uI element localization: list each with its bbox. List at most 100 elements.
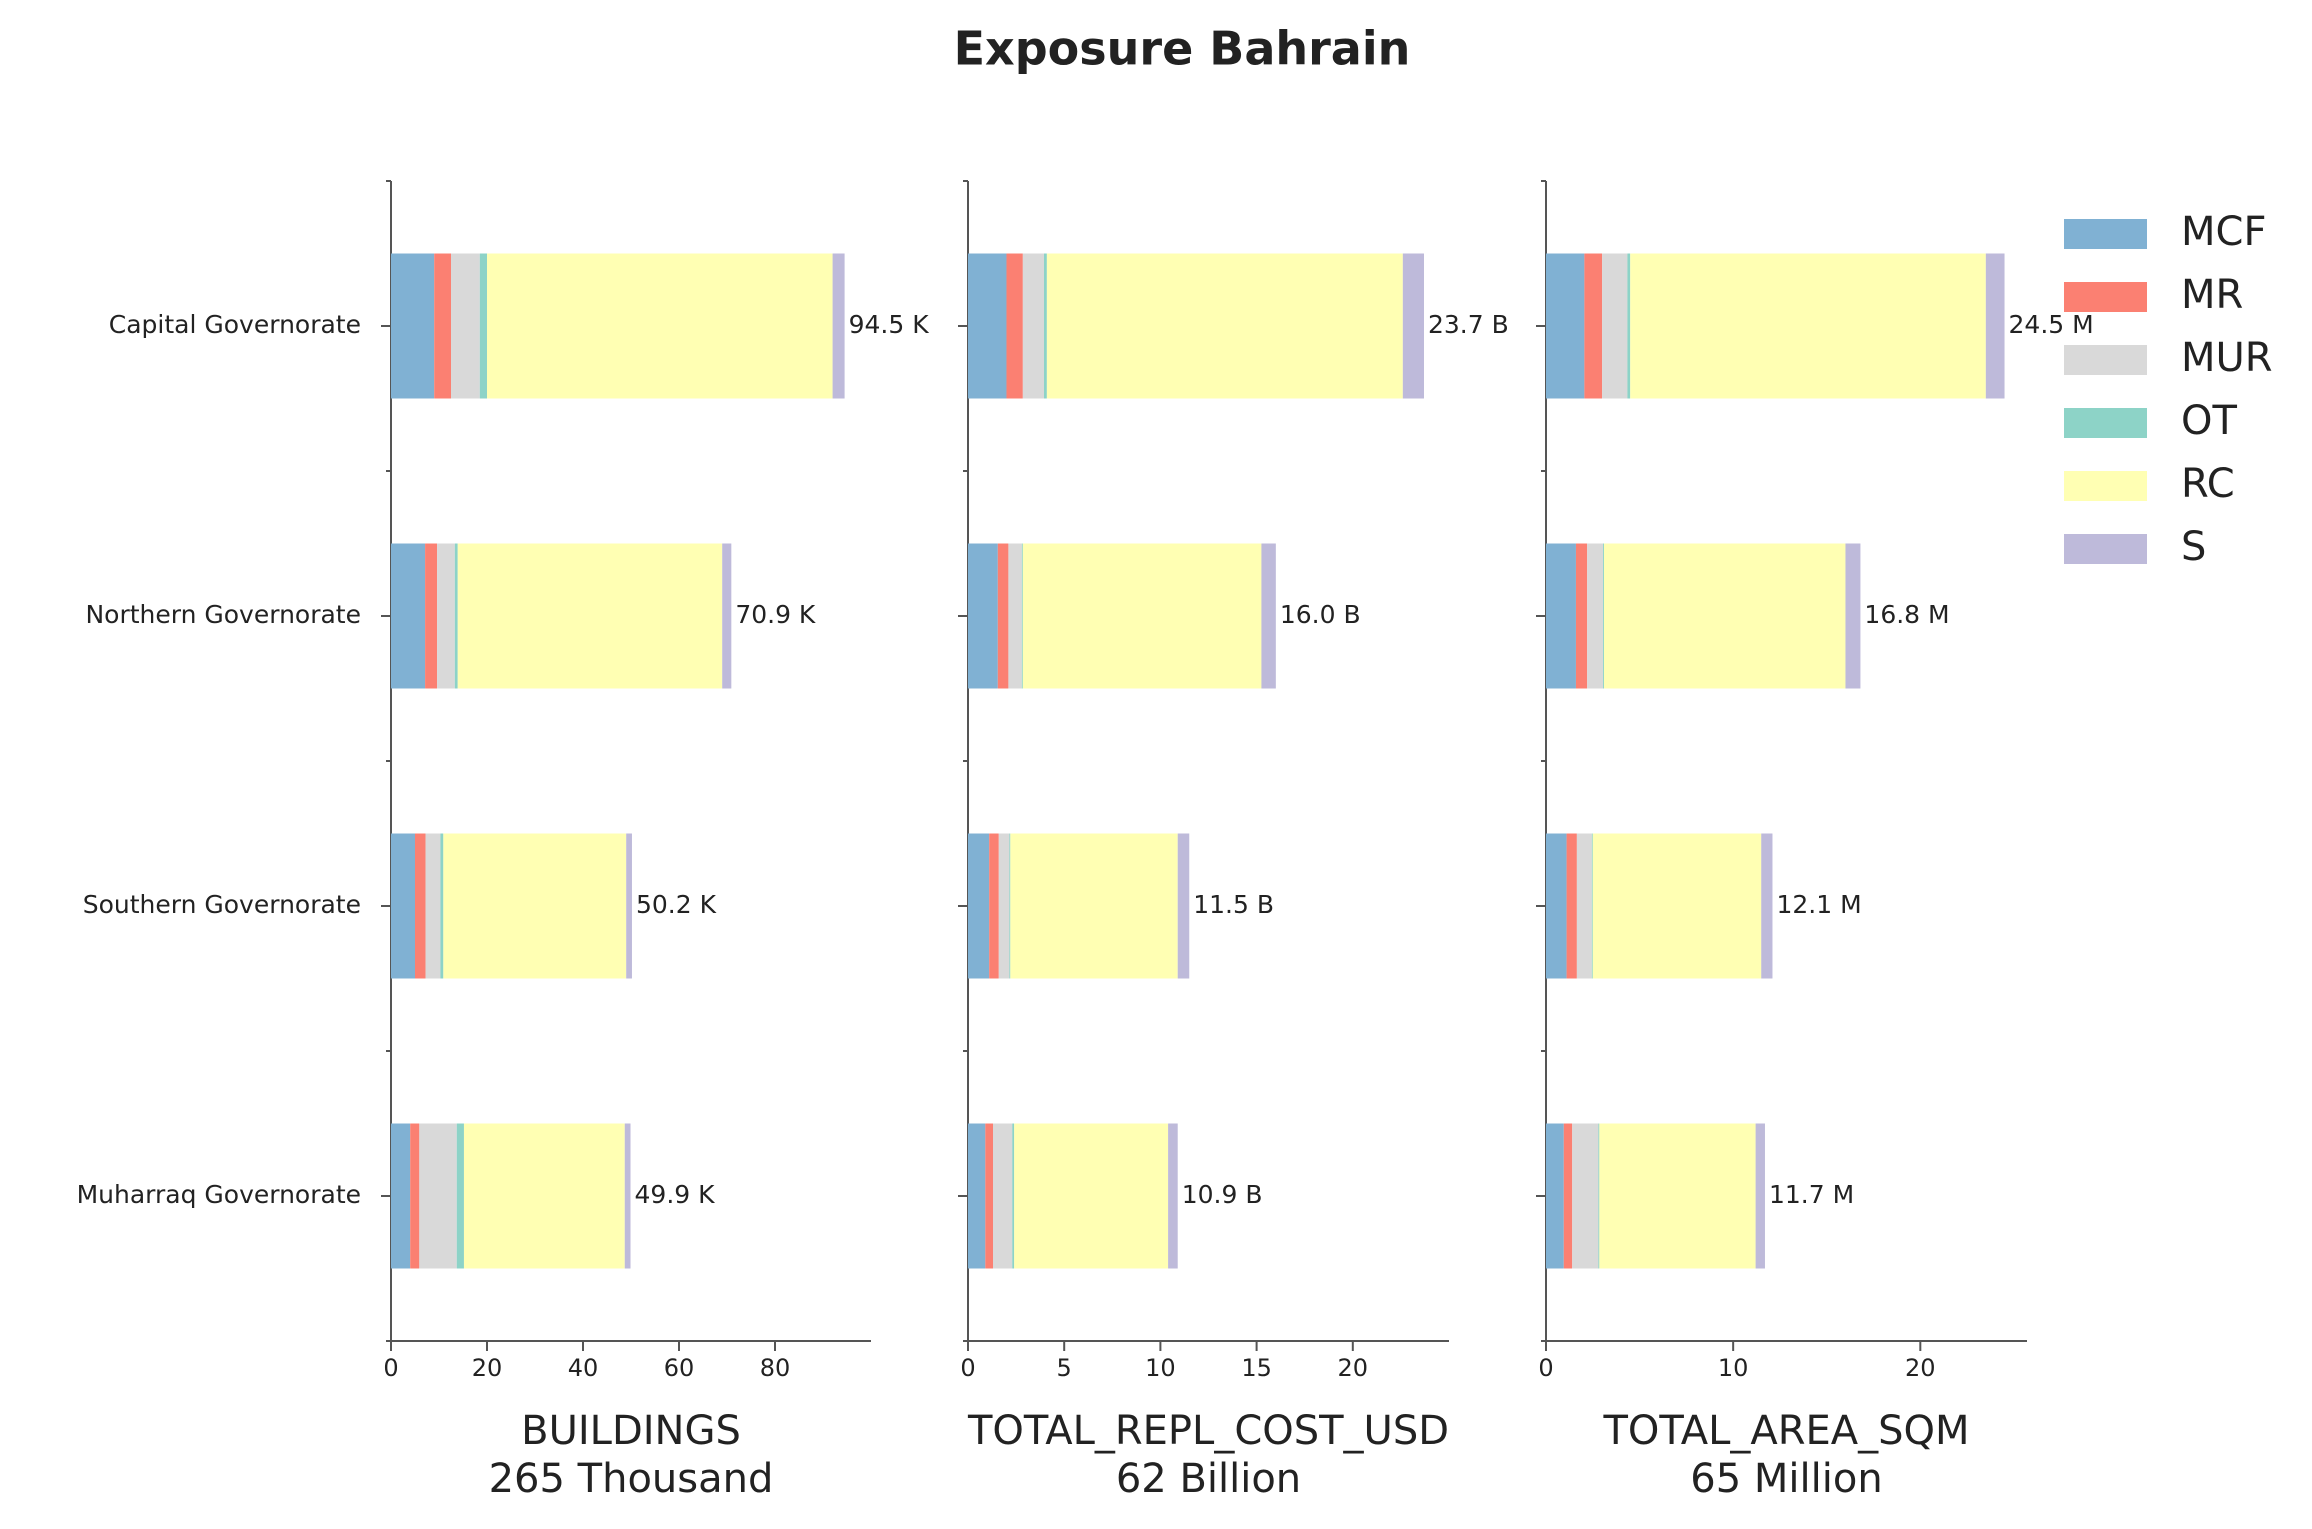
x-axis-sublabel: 265 Thousand	[489, 1456, 774, 1502]
bar-segment	[456, 1123, 464, 1269]
bar-segment	[1576, 833, 1592, 979]
legend-label: OT	[2181, 398, 2237, 444]
bar-segment	[479, 253, 487, 399]
bar-segment	[1985, 253, 2005, 399]
legend-swatch	[2064, 219, 2147, 249]
y-tick-label: Capital Governorate	[109, 310, 361, 339]
x-tick-label: 20	[1338, 1354, 1369, 1382]
x-tick-label: 20	[472, 1354, 503, 1382]
bar-segment	[1008, 543, 1022, 689]
bar-segment	[1591, 833, 1593, 979]
x-tick-label: 80	[760, 1354, 791, 1382]
total-label: 49.9 K	[635, 1180, 716, 1209]
bar-segment	[1592, 833, 1762, 979]
bar-segment	[624, 1123, 631, 1269]
bar-segment	[1604, 543, 1846, 689]
total-label: 16.8 M	[1864, 600, 1949, 629]
x-axis-sublabel: 62 Billion	[1116, 1456, 1301, 1502]
x-tick-label: 60	[664, 1354, 695, 1382]
total-label: 23.7 B	[1428, 310, 1509, 339]
bar-segment	[419, 1123, 457, 1269]
bar-segment	[391, 253, 435, 399]
bar-segment	[1022, 253, 1044, 399]
bar-segment	[1546, 253, 1585, 399]
bar-segment	[1009, 833, 1011, 979]
bar-segment	[1572, 1123, 1599, 1269]
legend-label: MR	[2181, 272, 2243, 318]
legend-swatch	[2064, 408, 2147, 438]
x-tick-label: 10	[1718, 1354, 1749, 1382]
bar-segment	[391, 1123, 411, 1269]
bar-segment	[1598, 1123, 1600, 1269]
bar-segment	[425, 833, 441, 979]
bar-segment	[1546, 833, 1567, 979]
bar-segment	[1603, 543, 1605, 689]
bar-segment	[425, 543, 438, 689]
bar-segment	[454, 543, 458, 689]
bar-segment	[457, 543, 723, 689]
bar-segment	[440, 833, 444, 979]
bar-segment	[1010, 833, 1178, 979]
x-tick-label: 0	[383, 1354, 398, 1382]
x-axis-label: TOTAL_REPL_COST_USD	[967, 1408, 1449, 1454]
bar-segment	[722, 543, 732, 689]
total-label: 10.9 B	[1182, 1180, 1263, 1209]
bar-segment	[1587, 543, 1604, 689]
x-axis-label: BUILDINGS	[521, 1408, 741, 1454]
bar-segment	[410, 1123, 420, 1269]
bar-segment	[1627, 253, 1631, 399]
chart-title: Exposure Bahrain	[954, 22, 1411, 76]
bar-segment	[434, 253, 451, 399]
total-label: 50.2 K	[636, 890, 717, 919]
total-label: 12.1 M	[1776, 890, 1861, 919]
y-tick-label: Northern Governorate	[85, 600, 361, 629]
bar-segment	[1012, 1123, 1015, 1269]
bar-segment	[451, 253, 480, 399]
bar-segment	[1761, 833, 1773, 979]
bar-segment	[391, 833, 415, 979]
x-axis-label: TOTAL_AREA_SQM	[1602, 1408, 1969, 1454]
bar-segment	[968, 1123, 986, 1269]
bar-segment	[1021, 543, 1023, 689]
y-tick-label: Muharraq Governorate	[77, 1180, 361, 1209]
x-tick-label: 10	[1145, 1354, 1176, 1382]
bar-segment	[1630, 253, 1986, 399]
legend-label: MCF	[2181, 209, 2266, 255]
bar-segment	[832, 253, 845, 399]
legend-swatch	[2064, 471, 2147, 501]
bar-segment	[1755, 1123, 1765, 1269]
legend-label: S	[2181, 524, 2206, 570]
bar-segment	[1546, 543, 1576, 689]
bar-segment	[1602, 253, 1628, 399]
bar-segment	[968, 543, 998, 689]
x-tick-label: 0	[1538, 1354, 1553, 1382]
bar-segment	[1043, 253, 1047, 399]
legend-swatch	[2064, 345, 2147, 375]
bar-segment	[1177, 833, 1190, 979]
x-tick-label: 0	[960, 1354, 975, 1382]
total-label: 94.5 K	[849, 310, 930, 339]
bar-segment	[968, 833, 990, 979]
total-label: 11.5 B	[1193, 890, 1274, 919]
bar-segment	[1014, 1123, 1169, 1269]
bar-segment	[998, 833, 1010, 979]
bar-segment	[391, 543, 426, 689]
bar-segment	[985, 1123, 994, 1269]
y-tick-label: Southern Governorate	[83, 890, 361, 919]
bar-segment	[1546, 1123, 1564, 1269]
bar-segment	[997, 543, 1009, 689]
x-tick-label: 40	[568, 1354, 599, 1382]
bar-segment	[1022, 543, 1262, 689]
bar-segment	[1566, 833, 1577, 979]
total-label: 16.0 B	[1280, 600, 1361, 629]
x-tick-label: 20	[1905, 1354, 1936, 1382]
bar-segment	[463, 1123, 625, 1269]
total-label: 70.9 K	[735, 600, 816, 629]
legend-label: MUR	[2181, 335, 2273, 381]
bar-segment	[1584, 253, 1603, 399]
bar-segment	[1261, 543, 1276, 689]
legend-label: RC	[2181, 461, 2235, 507]
bar-segment	[1006, 253, 1023, 399]
x-tick-label: 5	[1057, 1354, 1072, 1382]
